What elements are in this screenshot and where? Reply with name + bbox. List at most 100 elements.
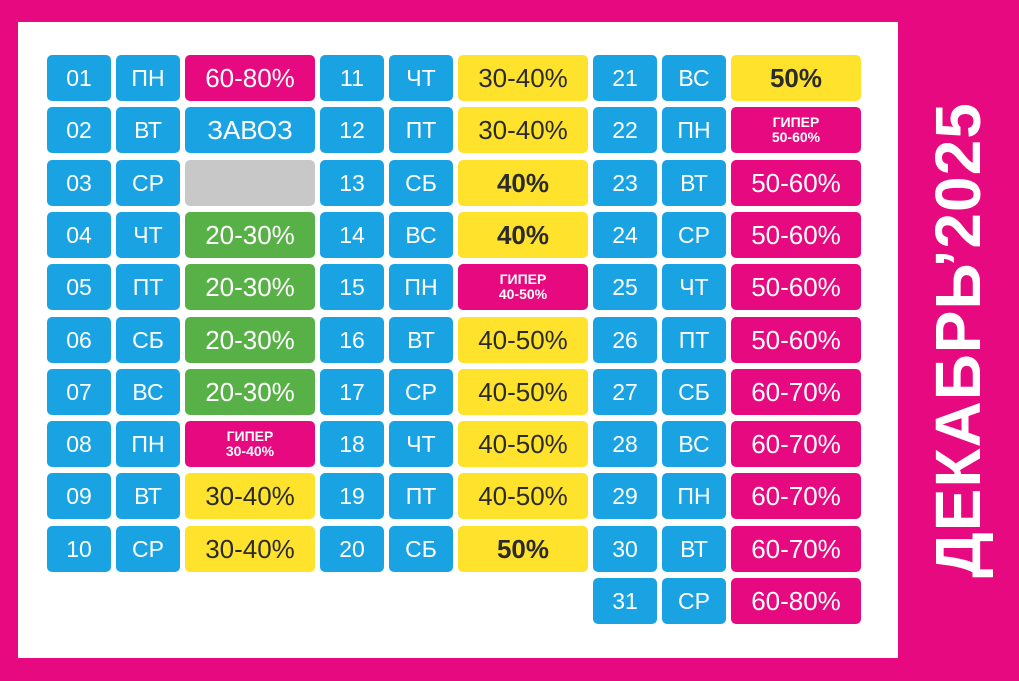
promo-label: ГИПЕР	[499, 271, 547, 287]
discount-badge: 50-60%	[731, 212, 861, 258]
discount-text: 60-70%	[751, 428, 841, 459]
day-number: 20	[320, 526, 384, 572]
weekday-label: ПТ	[116, 264, 180, 310]
discount-text: 30-40%	[478, 62, 568, 93]
discount-badge: 50-60%	[731, 317, 861, 363]
day-number: 08	[47, 421, 111, 467]
discount-text: 40-50%	[478, 428, 568, 459]
day-number: 26	[593, 317, 657, 363]
discount-badge: 50-60%	[731, 160, 861, 206]
discount-badge: 30-40%	[185, 473, 315, 519]
discount-badge: 40-50%	[458, 421, 588, 467]
day-number: 04	[47, 212, 111, 258]
discount-badge: ГИПЕР 50-60%	[731, 107, 861, 153]
discount-text: 30-40%	[205, 480, 295, 511]
day-number: 22	[593, 107, 657, 153]
promo-label: ГИПЕР	[772, 114, 820, 130]
discount-text: ЗАВОЗ	[207, 114, 293, 145]
discount-text: 40-50%	[478, 480, 568, 511]
discount-badge: 60-70%	[731, 421, 861, 467]
discount-text: 20-30%	[205, 324, 295, 355]
discount-badge: 20-30%	[185, 369, 315, 415]
discount-badge: 60-70%	[731, 473, 861, 519]
weekday-label: СБ	[662, 369, 726, 415]
discount-text: 30-40%	[225, 443, 275, 459]
discount-text: 60-80%	[751, 585, 841, 616]
discount-text: 40-50%	[478, 324, 568, 355]
discount-text: 50-60%	[751, 324, 841, 355]
weekday-label: ЧТ	[116, 212, 180, 258]
discount-badge	[185, 160, 315, 206]
day-number: 31	[593, 578, 657, 624]
discount-text: 40-50%	[498, 286, 548, 302]
discount-badge: 60-80%	[731, 578, 861, 624]
weekday-label: СБ	[116, 317, 180, 363]
day-number: 16	[320, 317, 384, 363]
day-number: 18	[320, 421, 384, 467]
weekday-label: ПН	[116, 421, 180, 467]
day-number: 07	[47, 369, 111, 415]
weekday-label: ПТ	[389, 107, 453, 153]
weekday-label: ЧТ	[662, 264, 726, 310]
day-number: 12	[320, 107, 384, 153]
weekday-label: ВС	[662, 55, 726, 101]
discount-badge: ГИПЕР 30-40%	[185, 421, 315, 467]
weekday-label: ПТ	[662, 317, 726, 363]
day-number: 19	[320, 473, 384, 519]
weekday-label: ВТ	[662, 160, 726, 206]
weekday-label: ВТ	[116, 473, 180, 519]
weekday-label: СР	[662, 212, 726, 258]
weekday-label: ВС	[116, 369, 180, 415]
weekday-label: ПН	[116, 55, 180, 101]
weekday-label: СБ	[389, 526, 453, 572]
discount-badge: 20-30%	[185, 317, 315, 363]
day-number: 06	[47, 317, 111, 363]
discount-badge: 40-50%	[458, 369, 588, 415]
weekday-label: ВС	[662, 421, 726, 467]
discount-text: 50%	[496, 533, 550, 564]
discount-text: 50-60%	[751, 219, 841, 250]
discount-badge: 20-30%	[185, 264, 315, 310]
discount-badge: 60-70%	[731, 526, 861, 572]
day-number: 24	[593, 212, 657, 258]
weekday-label: ВТ	[662, 526, 726, 572]
day-number: 29	[593, 473, 657, 519]
day-number: 25	[593, 264, 657, 310]
weekday-label: ПН	[389, 264, 453, 310]
discount-text: 60-70%	[751, 480, 841, 511]
weekday-label: ПН	[662, 107, 726, 153]
discount-badge: ЗАВОЗ	[185, 107, 315, 153]
weekday-label: СР	[389, 369, 453, 415]
promo-label: ГИПЕР	[226, 428, 274, 444]
day-number: 27	[593, 369, 657, 415]
discount-text: 30-40%	[205, 533, 295, 564]
weekday-label: ВТ	[116, 107, 180, 153]
weekday-label: ЧТ	[389, 421, 453, 467]
discount-badge: 60-80%	[185, 55, 315, 101]
discount-text: 50-60%	[751, 271, 841, 302]
day-number: 21	[593, 55, 657, 101]
discount-badge: 40-50%	[458, 317, 588, 363]
discount-text: 40-50%	[478, 376, 568, 407]
discount-text: 20-30%	[205, 376, 295, 407]
discount-badge: 20-30%	[185, 212, 315, 258]
weekday-label: ПТ	[389, 473, 453, 519]
discount-text: 20-30%	[205, 219, 295, 250]
day-number: 02	[47, 107, 111, 153]
day-number: 15	[320, 264, 384, 310]
discount-text: 30-40%	[478, 114, 568, 145]
month-title: ДЕКАБРЬ’2025	[922, 102, 994, 578]
discount-badge: 40%	[458, 160, 588, 206]
weekday-label: СР	[116, 526, 180, 572]
day-number: 05	[47, 264, 111, 310]
discount-badge: 50%	[458, 526, 588, 572]
discount-badge: 40-50%	[458, 473, 588, 519]
discount-badge: 30-40%	[185, 526, 315, 572]
discount-text: 60-70%	[751, 376, 841, 407]
discount-text: 20-30%	[205, 271, 295, 302]
weekday-label: ПН	[662, 473, 726, 519]
day-number: 28	[593, 421, 657, 467]
day-number: 30	[593, 526, 657, 572]
weekday-label: ЧТ	[389, 55, 453, 101]
discount-badge: ГИПЕР 40-50%	[458, 264, 588, 310]
